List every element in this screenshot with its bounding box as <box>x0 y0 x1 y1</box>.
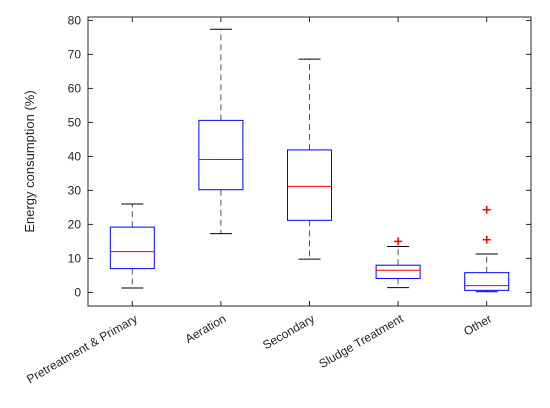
x-tick-label: Other <box>461 311 494 338</box>
box-iqr <box>109 226 155 270</box>
y-tick-label: 30 <box>68 183 82 197</box>
outlier-marker <box>394 237 403 246</box>
plot-area: 0 10 20 30 40 50 60 70 80 Pretreatment & Primary A… <box>24 13 532 386</box>
x-tick-label: Secondary <box>260 311 317 352</box>
y-tick-label: 10 <box>68 251 82 265</box>
x-tick-label: Sludge Treatment <box>317 311 407 371</box>
y-tick-label: 0 <box>74 285 81 299</box>
y-tick-label: 60 <box>68 81 82 95</box>
y-tick-label: 70 <box>68 47 82 61</box>
box-iqr <box>375 264 421 279</box>
box-iqr <box>464 272 510 291</box>
y-axis-label: Energy consumption (%) <box>22 90 37 232</box>
y-tick-label: 50 <box>68 115 82 129</box>
y-tick-label: 40 <box>68 149 82 163</box>
outlier-marker <box>482 235 491 244</box>
y-tick-label: 80 <box>68 13 82 27</box>
x-tick-label: Aeration <box>183 311 229 345</box>
outlier-marker <box>482 205 491 214</box>
box-iqr <box>198 119 244 191</box>
box-iqr <box>287 149 332 221</box>
x-tick-label: Pretreatment & Primary <box>24 311 140 386</box>
y-tick-label: 20 <box>68 217 82 231</box>
